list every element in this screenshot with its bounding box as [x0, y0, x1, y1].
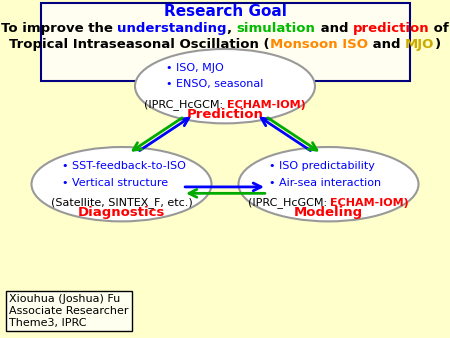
- Text: Tropical Intraseasonal Oscillation (: Tropical Intraseasonal Oscillation (: [9, 38, 270, 51]
- Text: (IPRC_HcGCM:: (IPRC_HcGCM:: [248, 197, 330, 208]
- Text: Monsoon ISO: Monsoon ISO: [270, 38, 368, 51]
- Text: Diagnostics: Diagnostics: [78, 206, 165, 219]
- Text: (Satellite, SINTEX_F, etc.): (Satellite, SINTEX_F, etc.): [51, 197, 193, 208]
- Text: Xiouhua (Joshua) Fu
Associate Researcher
Theme3, IPRC: Xiouhua (Joshua) Fu Associate Researcher…: [9, 294, 129, 328]
- Text: • Air-sea interaction: • Air-sea interaction: [269, 177, 381, 188]
- Text: ,: ,: [227, 22, 237, 35]
- Text: To improve the: To improve the: [1, 22, 117, 35]
- Ellipse shape: [238, 147, 418, 221]
- Ellipse shape: [135, 49, 315, 123]
- FancyBboxPatch shape: [40, 3, 410, 81]
- Ellipse shape: [32, 147, 211, 221]
- Text: and: and: [315, 22, 353, 35]
- Text: ECHAM-IOM): ECHAM-IOM): [227, 100, 306, 110]
- Text: understanding: understanding: [117, 22, 227, 35]
- Text: and: and: [368, 38, 405, 51]
- Text: • ISO predictability: • ISO predictability: [269, 161, 375, 171]
- Text: (IPRC_HcGCM:: (IPRC_HcGCM:: [144, 99, 227, 110]
- Text: Modeling: Modeling: [294, 206, 363, 219]
- Text: of: of: [429, 22, 449, 35]
- Text: • ISO, MJO: • ISO, MJO: [166, 63, 223, 73]
- Text: Prediction: Prediction: [187, 108, 263, 121]
- Text: Research Goal: Research Goal: [163, 4, 287, 19]
- Text: • SST-feedback-to-ISO: • SST-feedback-to-ISO: [62, 161, 186, 171]
- Text: simulation: simulation: [237, 22, 315, 35]
- Text: • Vertical structure: • Vertical structure: [62, 177, 168, 188]
- Text: ): ): [435, 38, 441, 51]
- Text: ECHAM-IOM): ECHAM-IOM): [330, 198, 409, 208]
- Text: prediction: prediction: [353, 22, 429, 35]
- Text: MJO: MJO: [405, 38, 435, 51]
- Text: • ENSO, seasonal: • ENSO, seasonal: [166, 79, 263, 90]
